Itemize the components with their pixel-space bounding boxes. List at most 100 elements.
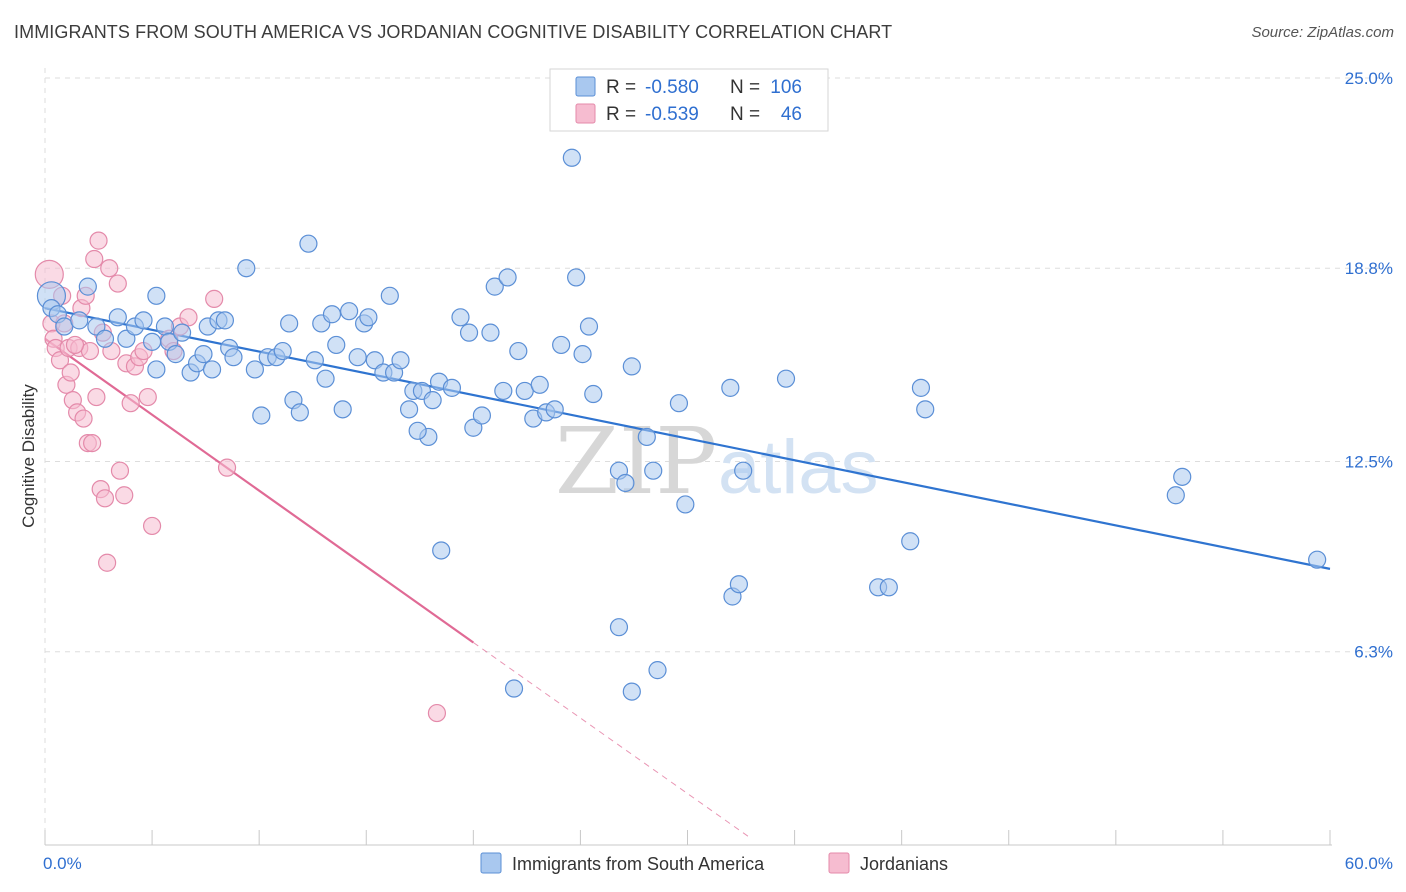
- data-point-immigrants: [432, 541, 451, 560]
- data-point-jordanians: [121, 394, 140, 413]
- data-point-immigrants: [273, 341, 292, 361]
- watermark-zip: ZIP: [555, 408, 717, 515]
- data-point-jordanians: [138, 387, 157, 407]
- y-tick-label: 25.0%: [1345, 69, 1393, 88]
- data-point-immigrants: [108, 308, 127, 327]
- data-point-jordanians: [427, 703, 447, 723]
- trend-lines: [44, 307, 1331, 840]
- data-point-immigrants: [70, 311, 89, 330]
- data-point-immigrants: [552, 335, 571, 355]
- stats-legend-swatch-blue: [575, 76, 596, 97]
- data-point-immigrants: [305, 351, 324, 370]
- stats-legend: R = -0.580 N = 106 R = -0.539 N = 46: [549, 68, 829, 132]
- x-max-label: 60.0%: [1345, 854, 1393, 873]
- data-point-immigrants: [498, 268, 517, 287]
- chart-title: IMMIGRANTS FROM SOUTH AMERICA VS JORDANI…: [14, 22, 893, 42]
- data-point-immigrants: [622, 357, 641, 376]
- data-point-immigrants: [166, 345, 185, 364]
- data-point-immigrants: [616, 473, 635, 493]
- data-point-immigrants: [504, 679, 524, 698]
- data-point-immigrants: [322, 305, 342, 324]
- stats-legend-swatch-pink: [575, 103, 596, 124]
- data-point-immigrants: [451, 308, 470, 327]
- data-point-immigrants: [776, 369, 796, 388]
- data-point-immigrants: [280, 314, 299, 333]
- data-point-jordanians: [74, 409, 93, 428]
- data-point-immigrants: [485, 277, 504, 296]
- data-point-jordanians: [89, 231, 108, 250]
- data-point-jordanians: [50, 351, 70, 370]
- data-point-immigrants: [1173, 467, 1192, 486]
- data-point-immigrants: [142, 332, 162, 351]
- data-point-immigrants: [584, 384, 603, 404]
- data-point-immigrants: [1308, 550, 1327, 569]
- data-point-immigrants: [78, 277, 97, 296]
- stats-r-label: R =: [606, 77, 636, 98]
- stats-r-value: -0.539: [645, 104, 699, 125]
- data-point-immigrants: [155, 317, 175, 336]
- data-point-jordanians: [100, 259, 119, 278]
- trend-line-jordanians-extension: [473, 642, 753, 840]
- data-point-immigrants: [464, 418, 483, 437]
- data-point-immigrants: [316, 369, 335, 388]
- data-point-immigrants: [545, 400, 564, 419]
- data-point-immigrants: [901, 532, 920, 551]
- data-point-immigrants: [359, 308, 378, 327]
- trend-line-jordanians: [44, 337, 474, 644]
- data-point-immigrants: [648, 661, 667, 680]
- data-point-immigrants: [237, 259, 256, 278]
- series-immigrants-points: [36, 148, 1327, 701]
- data-point-immigrants: [644, 461, 663, 480]
- data-point-immigrants: [609, 618, 629, 637]
- data-point-jordanians: [61, 363, 80, 382]
- data-point-jordanians: [83, 433, 102, 453]
- data-point-immigrants: [252, 406, 271, 425]
- data-point-jordanians: [95, 489, 115, 508]
- data-point-immigrants: [194, 345, 213, 364]
- series-legend: Immigrants from South America Jordanians: [480, 852, 948, 874]
- data-point-immigrants: [423, 391, 442, 410]
- watermark: ZIP atlas: [555, 408, 879, 515]
- data-point-immigrants: [134, 311, 153, 330]
- data-point-immigrants: [147, 286, 166, 305]
- legend-swatch-immigrants: [480, 852, 502, 874]
- data-point-immigrants: [348, 348, 367, 367]
- data-point-immigrants: [117, 329, 136, 348]
- data-point-immigrants: [734, 461, 753, 480]
- data-point-immigrants: [481, 323, 500, 342]
- data-point-jordanians: [205, 289, 224, 308]
- x-min-label: 0.0%: [43, 854, 82, 873]
- data-point-immigrants: [729, 575, 749, 594]
- data-point-jordanians: [87, 387, 106, 407]
- data-point-jordanians: [115, 486, 134, 505]
- data-point-immigrants: [172, 323, 192, 342]
- data-point-immigrants: [459, 323, 479, 342]
- gridlines: [44, 68, 1392, 845]
- stats-n-value: 46: [781, 104, 802, 125]
- data-point-immigrants: [579, 317, 599, 336]
- data-point-immigrants: [290, 403, 309, 422]
- data-point-jordanians: [65, 335, 85, 355]
- data-point-immigrants: [391, 351, 410, 370]
- data-point-immigrants: [911, 378, 931, 397]
- data-point-immigrants: [669, 394, 689, 413]
- data-point-immigrants: [380, 286, 399, 305]
- data-point-immigrants: [879, 578, 898, 597]
- data-point-immigrants: [333, 400, 352, 419]
- legend-label-jordanians: Jordanians: [860, 854, 948, 874]
- data-point-jordanians: [108, 274, 127, 293]
- data-point-immigrants: [399, 400, 419, 419]
- data-point-immigrants: [202, 360, 222, 379]
- data-point-immigrants: [408, 421, 427, 440]
- source-label: Source: ZipAtlas.com: [1251, 24, 1394, 41]
- data-point-immigrants: [562, 148, 581, 167]
- data-point-immigrants: [87, 317, 106, 336]
- y-axis-label: Cognitive Disability: [19, 384, 38, 528]
- data-point-jordanians: [98, 553, 117, 572]
- data-point-immigrants: [1166, 486, 1185, 505]
- data-point-jordanians: [142, 516, 162, 536]
- data-point-immigrants: [573, 345, 592, 364]
- data-point-jordanians: [110, 461, 130, 480]
- legend-label-immigrants: Immigrants from South America: [512, 854, 765, 874]
